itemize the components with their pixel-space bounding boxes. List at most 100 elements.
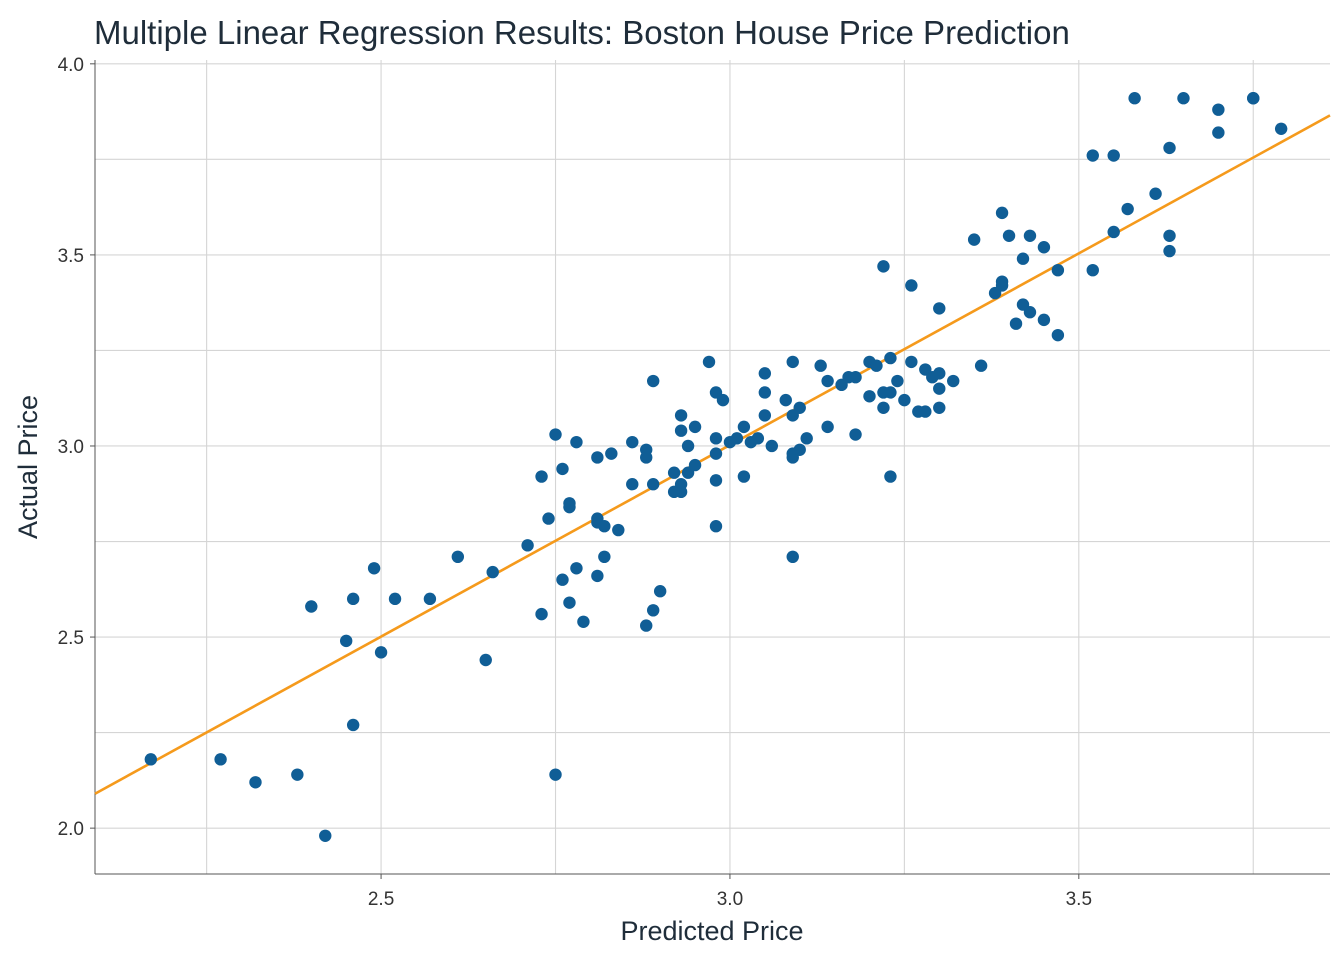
data-point <box>793 443 806 457</box>
data-point <box>870 359 883 372</box>
data-point <box>709 474 723 487</box>
data-point <box>793 401 806 414</box>
data-point <box>884 470 897 483</box>
data-point <box>1212 103 1225 116</box>
data-point <box>1009 317 1023 330</box>
data-point <box>612 523 625 537</box>
data-point <box>598 550 611 564</box>
data-point <box>667 466 681 479</box>
data-point <box>758 367 772 380</box>
data-point <box>563 596 576 609</box>
data-point <box>605 447 618 460</box>
data-point <box>1086 149 1099 162</box>
data-point <box>716 393 730 407</box>
data-point <box>709 447 723 460</box>
data-point <box>702 355 716 369</box>
data-point <box>974 359 988 372</box>
data-point <box>821 374 834 388</box>
y-tick-label: 2.0 <box>58 819 84 840</box>
data-point <box>626 477 639 491</box>
data-point <box>570 435 583 449</box>
data-point <box>214 753 227 766</box>
data-point <box>1086 263 1099 277</box>
data-point <box>144 753 158 766</box>
data-point <box>967 233 981 246</box>
data-point <box>814 359 827 372</box>
data-point <box>1051 328 1065 342</box>
data-point <box>877 260 890 273</box>
data-point <box>751 432 765 445</box>
data-point <box>1121 202 1134 216</box>
data-point <box>995 279 1009 292</box>
data-point <box>1128 92 1141 105</box>
data-point <box>1107 225 1120 239</box>
data-point <box>877 401 890 414</box>
data-point <box>1149 187 1162 200</box>
data-point <box>319 829 332 842</box>
x-tick-label: 3.5 <box>1066 889 1092 910</box>
data-point <box>249 776 262 789</box>
data-point <box>1016 252 1030 265</box>
data-point <box>884 351 897 365</box>
data-point <box>884 386 897 399</box>
data-point <box>737 470 751 483</box>
data-point <box>1274 122 1288 135</box>
data-point <box>1163 141 1176 155</box>
data-point <box>549 768 562 781</box>
y-tick-label: 3.0 <box>58 437 84 458</box>
data-point <box>758 386 772 399</box>
data-point <box>646 374 660 388</box>
data-point <box>646 604 660 617</box>
data-point <box>556 573 569 586</box>
chart-title: Multiple Linear Regression Results: Bost… <box>94 14 1070 51</box>
data-point <box>737 420 751 434</box>
y-axis-title: Actual Price <box>13 395 43 539</box>
data-point <box>1177 92 1190 105</box>
data-point <box>933 367 946 380</box>
data-point <box>1023 306 1037 319</box>
data-point <box>1212 126 1225 139</box>
data-point <box>646 477 660 491</box>
data-point <box>653 585 667 598</box>
x-tick-label: 2.5 <box>368 889 394 910</box>
x-tick-label: 3.0 <box>717 889 743 910</box>
data-point <box>535 470 548 483</box>
data-point <box>933 382 946 395</box>
data-point <box>674 485 688 499</box>
data-point <box>674 424 688 437</box>
data-point <box>626 435 639 449</box>
data-point <box>1037 241 1051 254</box>
data-point <box>800 432 813 445</box>
data-point <box>933 302 946 315</box>
data-point <box>709 432 723 445</box>
data-point <box>995 206 1009 220</box>
data-point <box>1163 244 1176 258</box>
data-point <box>640 451 653 464</box>
points-layer <box>144 92 1288 842</box>
y-tick-label: 3.5 <box>58 246 84 267</box>
data-point <box>556 462 569 476</box>
data-point <box>291 768 304 781</box>
data-point <box>688 458 702 472</box>
data-point <box>591 451 604 464</box>
data-point <box>758 409 772 422</box>
data-point <box>919 405 932 418</box>
data-point <box>905 279 918 292</box>
data-point <box>367 562 381 575</box>
data-point <box>577 615 590 628</box>
data-point <box>535 607 548 621</box>
data-point <box>486 565 499 579</box>
data-point <box>947 374 960 388</box>
data-point <box>374 646 388 659</box>
data-point <box>821 420 834 434</box>
y-tick-label: 2.5 <box>58 628 84 649</box>
x-axis-title: Predicted Price <box>620 916 803 946</box>
data-point <box>1247 92 1260 105</box>
data-point <box>570 562 583 575</box>
data-point <box>388 592 402 606</box>
data-point <box>549 428 562 441</box>
data-point <box>339 634 353 648</box>
data-point <box>786 550 799 564</box>
data-point <box>709 520 723 533</box>
